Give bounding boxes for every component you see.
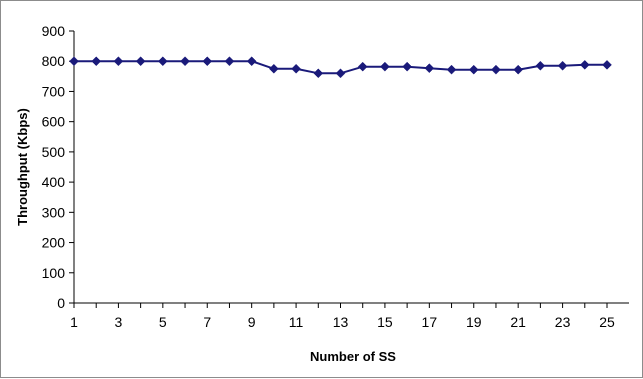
y-tick-label: 400 [42,174,66,190]
data-point-marker [491,64,501,75]
x-tick-label: 23 [555,314,571,330]
data-point-marker [313,68,324,79]
y-tick-label: 0 [57,295,65,311]
data-point-marker [557,60,568,71]
data-point-marker [357,61,368,72]
data-point-marker [224,56,235,67]
data-point-marker [69,56,79,67]
data-point-marker [579,59,590,70]
data-point-marker [91,56,102,67]
series-group [69,56,612,79]
y-tick-label: 100 [42,265,66,281]
data-point-marker [513,64,524,75]
data-point-marker [269,63,279,74]
x-axis-title: Number of SS [310,349,396,364]
y-axis-title: Throughput (Kbps) [15,108,30,226]
data-point-marker [380,61,390,72]
y-tick-label: 600 [42,114,66,130]
data-point-marker [180,56,190,67]
x-tick-label: 25 [599,314,615,330]
x-axis-ticks: 1 3 5 7 9 11 13 15 17 19 21 23 25 [70,303,615,330]
data-point-marker [246,56,257,67]
data-point-marker [602,59,612,70]
x-tick-label: 9 [248,314,256,330]
x-tick-label: 21 [510,314,526,330]
data-point-marker [202,56,213,67]
x-tick-label: 11 [289,314,304,330]
axes [73,31,629,304]
y-tick-label: 300 [42,204,66,220]
x-tick-label: 3 [115,314,123,330]
data-point-marker [135,56,146,67]
data-point-marker [113,56,124,67]
data-point-marker [335,68,346,79]
x-tick-label: 19 [466,314,482,330]
x-tick-label: 5 [159,314,167,330]
data-point-marker [402,61,412,72]
data-point-marker [424,63,435,74]
x-tick-label: 1 [70,314,78,330]
y-axis-ticks: 0 100 200 300 400 500 600 700 800 900 [42,23,74,311]
y-tick-label: 900 [42,23,66,39]
x-tick-label: 17 [422,314,438,330]
data-point-marker [468,64,479,75]
data-point-marker [446,64,457,75]
data-point-marker [157,56,168,67]
x-tick-label: 13 [333,314,349,330]
y-tick-label: 200 [42,235,66,251]
y-tick-label: 700 [42,83,66,99]
data-point-marker [535,60,546,71]
x-tick-label: 15 [377,314,393,330]
x-tick-label: 7 [203,314,211,330]
y-tick-label: 500 [42,144,66,160]
data-point-marker [291,63,301,74]
y-tick-label: 800 [42,53,66,69]
